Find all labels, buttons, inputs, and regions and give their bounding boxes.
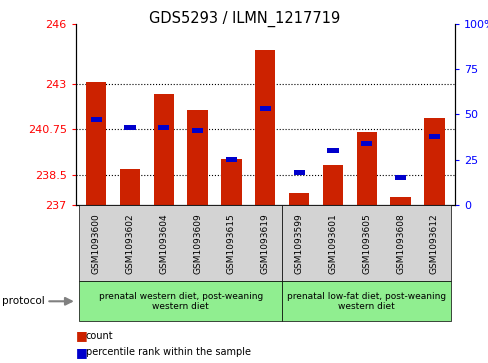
Text: GSM1093612: GSM1093612 xyxy=(429,213,438,274)
Text: prenatal low-fat diet, post-weaning
western diet: prenatal low-fat diet, post-weaning west… xyxy=(286,291,446,311)
Bar xyxy=(288,193,308,205)
Text: GSM1093608: GSM1093608 xyxy=(395,213,404,274)
Bar xyxy=(424,118,444,205)
Bar xyxy=(86,82,106,205)
Bar xyxy=(326,148,338,153)
Text: GSM1093599: GSM1093599 xyxy=(294,213,303,274)
Text: prenatal western diet, post-weaning
western diet: prenatal western diet, post-weaning west… xyxy=(99,291,262,311)
Bar xyxy=(394,175,406,180)
Bar xyxy=(187,110,207,205)
Bar xyxy=(356,132,376,205)
Text: protocol: protocol xyxy=(2,296,45,306)
Text: GSM1093602: GSM1093602 xyxy=(125,213,134,274)
Text: GDS5293 / ILMN_1217719: GDS5293 / ILMN_1217719 xyxy=(148,11,340,27)
Text: GSM1093619: GSM1093619 xyxy=(260,213,269,274)
Bar xyxy=(361,141,372,146)
Bar xyxy=(225,157,237,162)
Bar xyxy=(192,128,203,133)
Text: GSM1093605: GSM1093605 xyxy=(362,213,370,274)
Bar xyxy=(255,50,275,205)
Bar xyxy=(259,106,270,111)
Bar xyxy=(390,197,410,205)
Bar xyxy=(322,165,343,205)
Text: percentile rank within the sample: percentile rank within the sample xyxy=(85,347,250,357)
Text: GSM1093615: GSM1093615 xyxy=(226,213,236,274)
Text: GSM1093604: GSM1093604 xyxy=(159,213,168,274)
Text: count: count xyxy=(85,331,113,341)
Bar xyxy=(158,125,169,130)
Bar xyxy=(221,159,241,205)
Bar xyxy=(120,169,140,205)
Bar xyxy=(124,125,135,130)
Bar xyxy=(153,94,174,205)
Bar xyxy=(293,170,304,175)
Bar xyxy=(90,117,102,122)
Text: GSM1093600: GSM1093600 xyxy=(91,213,101,274)
Text: ■: ■ xyxy=(76,329,87,342)
Text: GSM1093601: GSM1093601 xyxy=(328,213,337,274)
Text: GSM1093609: GSM1093609 xyxy=(193,213,202,274)
Bar xyxy=(428,134,439,139)
Text: ■: ■ xyxy=(76,346,87,359)
